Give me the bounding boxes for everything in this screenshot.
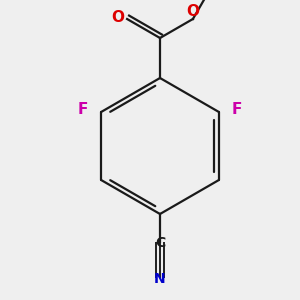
Text: O: O [186, 4, 200, 19]
Text: C: C [155, 236, 165, 250]
Text: F: F [78, 103, 88, 118]
Text: F: F [232, 103, 242, 118]
Text: N: N [154, 272, 166, 286]
Text: O: O [112, 10, 124, 25]
